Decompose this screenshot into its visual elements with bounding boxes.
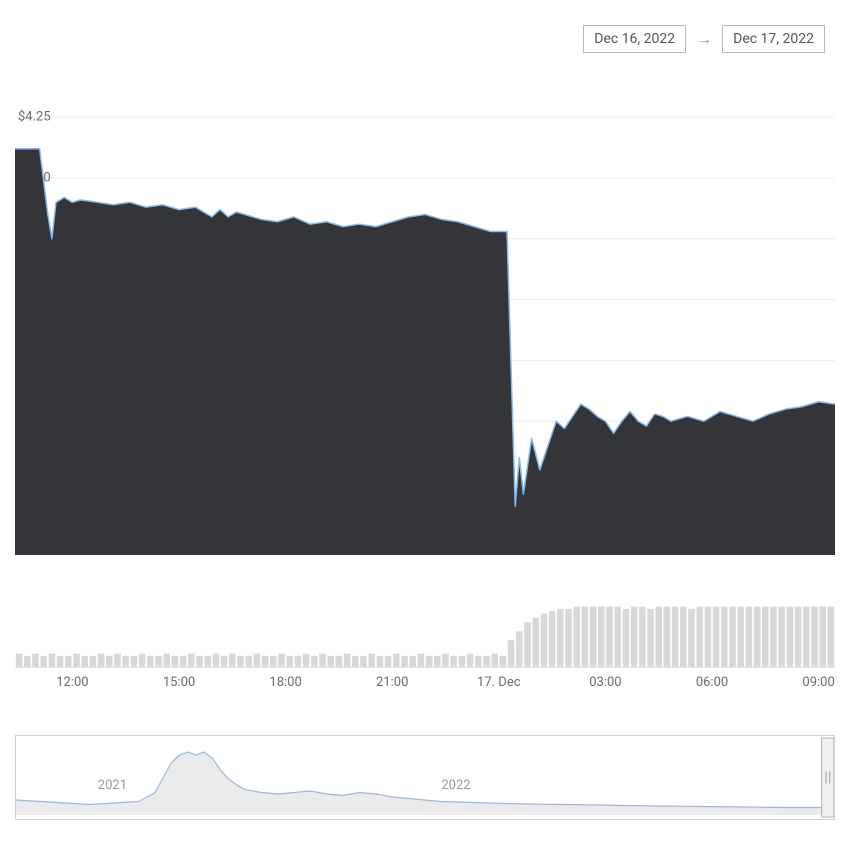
date-range-picker: Dec 16, 2022 → Dec 17, 2022: [583, 25, 825, 53]
price-chart[interactable]: $2.50$2.75$3.00$3.25$3.50$3.75$4.00$4.25: [15, 80, 835, 560]
svg-text:09:00: 09:00: [802, 675, 834, 690]
svg-text:03:00: 03:00: [589, 675, 621, 690]
svg-text:15:00: 15:00: [163, 675, 195, 690]
svg-text:06:00: 06:00: [696, 675, 728, 690]
overview-range-chart[interactable]: 2021 2022: [15, 735, 835, 820]
svg-text:2021: 2021: [98, 778, 127, 793]
svg-text:12:00: 12:00: [56, 675, 88, 690]
arrow-right-icon: →: [696, 29, 712, 49]
svg-text:17. Dec: 17. Dec: [477, 675, 521, 690]
svg-text:2022: 2022: [441, 778, 470, 793]
date-to-box[interactable]: Dec 17, 2022: [722, 25, 825, 53]
volume-chart[interactable]: 12:00 15:00 18:00 21:00 17. Dec 03:00 06:00 09:…: [15, 600, 835, 695]
svg-text:$4.25: $4.25: [18, 110, 51, 125]
svg-text:21:00: 21:00: [376, 675, 408, 690]
svg-text:18:00: 18:00: [269, 675, 301, 690]
date-from-box[interactable]: Dec 16, 2022: [583, 25, 686, 53]
